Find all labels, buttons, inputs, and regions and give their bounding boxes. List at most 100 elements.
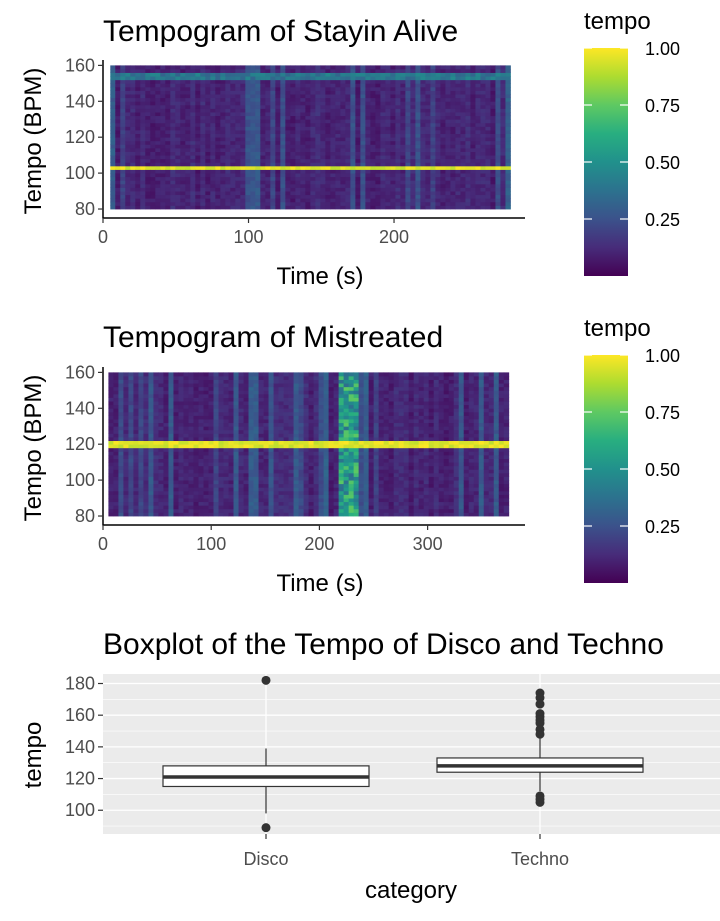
heatmap-cell: [228, 505, 234, 510]
heatmap-cell: [250, 104, 256, 109]
heatmap-cell: [225, 90, 231, 95]
heatmap-cell: [155, 201, 161, 206]
heatmap-cell: [220, 176, 226, 181]
heatmap-cell: [233, 469, 239, 474]
heatmap-cell: [505, 201, 511, 206]
heatmap-cell: [228, 393, 234, 398]
heatmap-cell: [163, 483, 169, 488]
heatmap-cell: [130, 65, 136, 70]
heatmap-cell: [155, 94, 161, 99]
heatmap-cell: [248, 480, 254, 485]
heatmap-cell: [435, 101, 441, 106]
heatmap-cell: [385, 94, 391, 99]
heatmap-cell: [395, 183, 401, 188]
heatmap-cell: [213, 437, 219, 442]
heatmap-cell: [113, 501, 119, 506]
heatmap-cell: [375, 173, 381, 178]
heatmap-cell: [245, 130, 251, 135]
heatmap-cell: [160, 191, 166, 196]
heatmap-cell: [170, 205, 176, 210]
heatmap-cell: [253, 490, 259, 495]
heatmap-cell: [288, 383, 294, 388]
heatmap-cell: [440, 140, 446, 145]
heatmap-cell: [435, 126, 441, 131]
heatmap-cell: [460, 97, 466, 102]
heatmap-cell: [165, 169, 171, 174]
heatmap-cell: [143, 487, 149, 492]
heatmap-cell: [325, 108, 331, 113]
heatmap-cell: [300, 191, 306, 196]
heatmap-cell: [218, 386, 224, 391]
heatmap-cell: [475, 72, 481, 77]
heatmap-cell: [440, 76, 446, 81]
heatmap-cell: [360, 158, 366, 163]
heatmap-cell: [200, 72, 206, 77]
heatmap-cell: [480, 65, 486, 70]
heatmap-cell: [115, 147, 121, 152]
heatmap-cell: [163, 505, 169, 510]
heatmap-cell: [385, 158, 391, 163]
heatmap-cell: [375, 169, 381, 174]
heatmap-cell: [283, 411, 289, 416]
heatmap-cell: [380, 144, 386, 149]
heatmap-cell: [163, 426, 169, 431]
heatmap-cell: [110, 155, 116, 160]
heatmap-cell: [183, 512, 189, 517]
heatmap-cell: [460, 79, 466, 84]
heatmap-cell: [148, 375, 154, 380]
heatmap-cell: [490, 72, 496, 77]
heatmap-cell: [245, 191, 251, 196]
heatmap-cell: [200, 191, 206, 196]
heatmap-cell: [210, 194, 216, 199]
heatmap-cell: [193, 447, 199, 452]
heatmap-cell: [465, 97, 471, 102]
heatmap-cell: [115, 140, 121, 145]
heatmap-cell: [118, 469, 124, 474]
heatmap-cell: [385, 165, 391, 170]
heatmap-cell: [400, 187, 406, 192]
heatmap-cell: [135, 119, 141, 124]
heatmap-cell: [115, 112, 121, 117]
heatmap-cell: [410, 86, 416, 91]
heatmap-cell: [335, 94, 341, 99]
heatmap-cell: [160, 187, 166, 192]
heatmap-cell: [245, 137, 251, 142]
heatmap-cell: [128, 419, 134, 424]
heatmap-cell: [380, 122, 386, 127]
heatmap-cell: [220, 65, 226, 70]
heatmap-cell: [123, 451, 129, 456]
heatmap-cell: [125, 79, 131, 84]
heatmap-cell: [223, 465, 229, 470]
heatmap-cell: [425, 112, 431, 117]
heatmap-cell: [323, 390, 329, 395]
heatmap-cell: [480, 173, 486, 178]
heatmap-cell: [385, 122, 391, 127]
heatmap-cell: [330, 97, 336, 102]
heatmap-cell: [195, 115, 201, 120]
heatmap-cell: [223, 426, 229, 431]
heatmap-cell: [293, 447, 299, 452]
heatmap-cell: [380, 169, 386, 174]
heatmap-cell: [470, 140, 476, 145]
heatmap-cell: [198, 372, 204, 377]
heatmap-cell: [485, 137, 491, 142]
heatmap-cell: [223, 372, 229, 377]
heatmap-cell: [215, 90, 221, 95]
heatmap-cell: [150, 173, 156, 178]
heatmap-cell: [500, 147, 506, 152]
heatmap-cell: [370, 180, 376, 185]
heatmap-cell: [380, 194, 386, 199]
heatmap-cell: [145, 65, 151, 70]
heatmap-cell: [318, 444, 324, 449]
heatmap-cell: [230, 83, 236, 88]
heatmap-cell: [395, 137, 401, 142]
heatmap-cell: [120, 165, 126, 170]
heatmap-cell: [370, 130, 376, 135]
heatmap-cell: [415, 130, 421, 135]
heatmap-cell: [485, 86, 491, 91]
heatmap-cell: [288, 505, 294, 510]
heatmap-cell: [145, 137, 151, 142]
heatmap-cell: [345, 191, 351, 196]
heatmap-cell: [313, 469, 319, 474]
heatmap-cell: [188, 401, 194, 406]
